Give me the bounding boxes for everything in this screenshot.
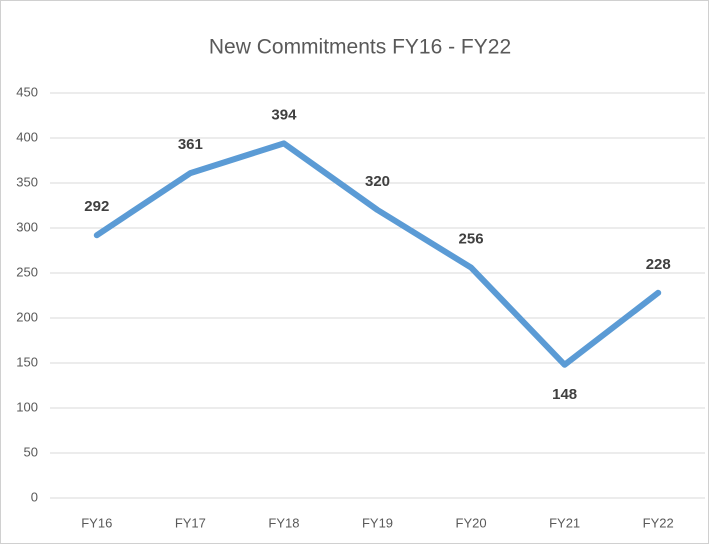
data-label: 256 [459, 231, 484, 248]
x-tick-label: FY21 [549, 515, 580, 530]
data-label: 320 [365, 173, 390, 190]
y-tick-label: 300 [16, 219, 38, 234]
data-label: 394 [271, 106, 297, 123]
x-tick-label: FY20 [456, 515, 487, 530]
y-tick-label: 0 [31, 489, 38, 504]
y-tick-label: 350 [16, 174, 38, 189]
y-tick-label: 150 [16, 354, 38, 369]
x-tick-label: FY22 [643, 515, 674, 530]
data-label: 292 [84, 198, 109, 215]
y-tick-label: 50 [24, 444, 38, 459]
data-label: 228 [646, 256, 671, 273]
x-tick-label: FY18 [268, 515, 299, 530]
y-tick-label: 450 [16, 84, 38, 99]
data-label: 148 [552, 386, 577, 403]
y-tick-label: 400 [16, 129, 38, 144]
y-tick-label: 100 [16, 399, 38, 414]
x-tick-label: FY16 [81, 515, 112, 530]
y-tick-label: 200 [16, 309, 38, 324]
data-line [93, 140, 662, 368]
x-tick-label: FY17 [175, 515, 206, 530]
data-label: 361 [178, 136, 203, 153]
y-tick-label: 250 [16, 264, 38, 279]
x-tick-label: FY19 [362, 515, 393, 530]
chart-title: New Commitments FY16 - FY22 [209, 36, 511, 59]
